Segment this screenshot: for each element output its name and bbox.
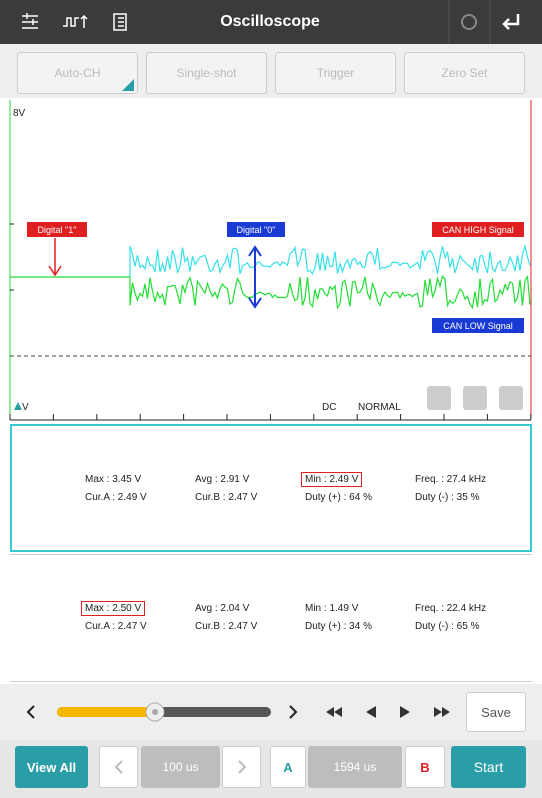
channel-panel-1 bbox=[10, 424, 532, 552]
corner-marker bbox=[122, 79, 134, 91]
blue-arrow-top bbox=[248, 245, 262, 257]
mode-button[interactable]: Trigger bbox=[275, 52, 396, 94]
time-prev-button[interactable] bbox=[99, 746, 138, 788]
annotation-label: Digital "0" bbox=[237, 225, 276, 235]
cursor-a-button[interactable]: A bbox=[270, 746, 306, 788]
chevron-left bbox=[114, 760, 123, 774]
mode-button[interactable]: Single-shot bbox=[146, 52, 267, 94]
measurement: Min : 2.49 V bbox=[301, 472, 363, 487]
time-next-button[interactable] bbox=[222, 746, 261, 788]
cursor-position: 1594 us bbox=[308, 746, 402, 788]
coupling-label: DC bbox=[322, 402, 336, 413]
can-high-trace bbox=[129, 243, 531, 277]
toolbar-icons bbox=[22, 0, 520, 44]
measurement: Duty (+) : 34 % bbox=[305, 621, 372, 632]
measurement: Max : 3.45 V bbox=[85, 474, 142, 485]
top-voltage-label: 8V bbox=[13, 108, 26, 119]
red-arrow-head bbox=[48, 265, 62, 277]
mode-label: NORMAL bbox=[358, 402, 401, 413]
annotation-label: CAN HIGH Signal bbox=[442, 225, 514, 235]
cursor-b-button[interactable]: B bbox=[405, 746, 445, 788]
chevron-right bbox=[237, 760, 246, 774]
scope-display: 8V V DC NORMAL Digital "1" Digital "0" CAN HIG… bbox=[9, 100, 532, 421]
blue-arrow-bottom bbox=[248, 297, 262, 309]
view-all-button[interactable]: View All bbox=[15, 746, 88, 788]
measurement: Max : 2.50 V bbox=[81, 601, 146, 616]
measurement: Freq. : 22.4 kHz bbox=[415, 603, 487, 614]
start-button[interactable]: Start bbox=[451, 746, 526, 788]
measurement: Duty (+) : 64 % bbox=[305, 492, 372, 503]
measurement: Duty (-) : 35 % bbox=[415, 492, 480, 503]
measurement: Duty (-) : 65 % bbox=[415, 621, 480, 632]
scope-tool-button bbox=[427, 386, 451, 410]
mode-button[interactable]: Zero Set bbox=[404, 52, 525, 94]
ground-marker bbox=[14, 402, 22, 410]
measurement: Cur.A : 2.47 V bbox=[85, 621, 147, 632]
playback-controls[interactable] bbox=[0, 684, 542, 740]
mode-button[interactable]: Auto-CH bbox=[17, 52, 138, 94]
toolbar: Oscilloscope bbox=[0, 0, 542, 44]
scope-tool-button bbox=[463, 386, 487, 410]
can-low-trace bbox=[10, 274, 531, 310]
annotation-box bbox=[432, 222, 524, 237]
bottom-voltage-label: V bbox=[22, 402, 29, 413]
measurement: Cur.B : 2.47 V bbox=[195, 492, 258, 503]
annotation-label: CAN LOW Signal bbox=[443, 321, 513, 331]
annotation-box bbox=[27, 222, 87, 237]
save-button[interactable]: Save bbox=[466, 692, 526, 732]
measurement: Freq. : 27.4 kHz bbox=[415, 474, 487, 485]
title: Oscilloscope bbox=[220, 13, 320, 30]
measurement: Avg : 2.91 V bbox=[195, 474, 250, 485]
scope-tool-button bbox=[499, 386, 523, 410]
measurement: Min : 1.49 V bbox=[305, 603, 359, 614]
channel-panel-2 bbox=[10, 554, 532, 682]
time-division: 100 us bbox=[141, 746, 220, 788]
measurement: Cur.A : 2.49 V bbox=[85, 492, 147, 503]
annotation-box bbox=[227, 222, 285, 237]
measurement: Avg : 2.04 V bbox=[195, 603, 250, 614]
measurement: Cur.B : 2.47 V bbox=[195, 621, 258, 632]
annotation-box bbox=[432, 318, 524, 333]
annotation-label: Digital "1" bbox=[38, 225, 77, 235]
